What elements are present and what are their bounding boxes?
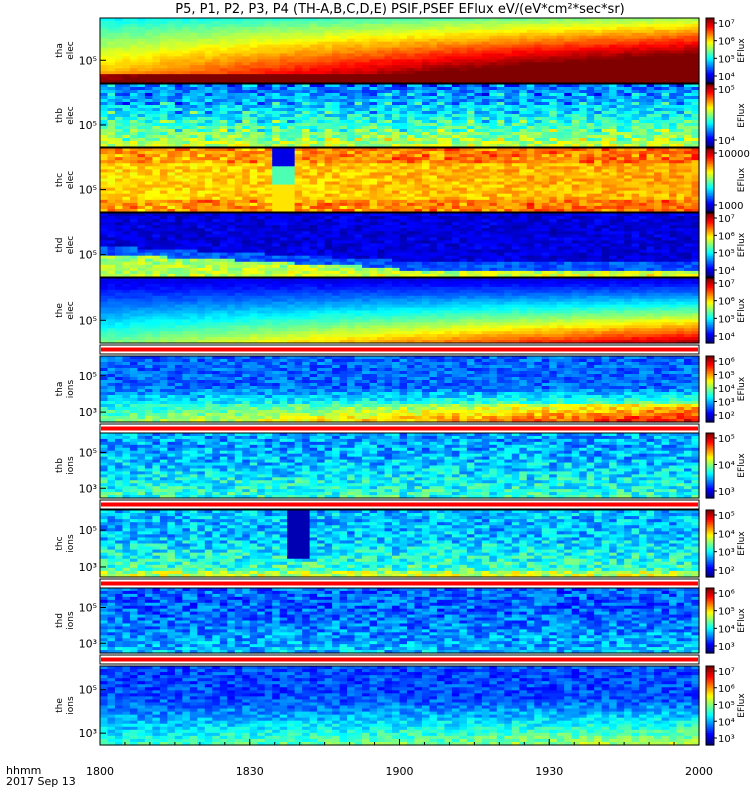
heatmap-cells [100,148,700,213]
colorbar-tick-label: 10⁴ [718,136,735,147]
colorbar-tick-label: 10⁴ [718,72,735,83]
panel-probe-label: thb [55,108,65,123]
colorbar-tick-label: 10⁷ [718,19,735,30]
colorbar-label: EFlux [737,38,747,63]
colorbar-tick-label: 10⁵ [718,85,735,96]
y-tick-label: 10⁵ [79,54,97,67]
y-tick-label: 10⁵ [79,119,97,132]
heatmap-cells [100,18,700,84]
panel-species-label: elec [66,41,76,60]
colorbar-label: EFlux [737,103,747,128]
chart-title: P5, P1, P2, P3, P4 (TH-A,B,C,D,E) PSIF,P… [175,2,624,17]
colorbar-tick-label: 10⁵ [718,54,735,65]
heatmap-cells [100,84,700,148]
panel-species-label: elec [66,106,76,125]
panel-probe-label: tha [55,43,65,58]
colorbar-tick-label: 10⁶ [718,37,735,48]
